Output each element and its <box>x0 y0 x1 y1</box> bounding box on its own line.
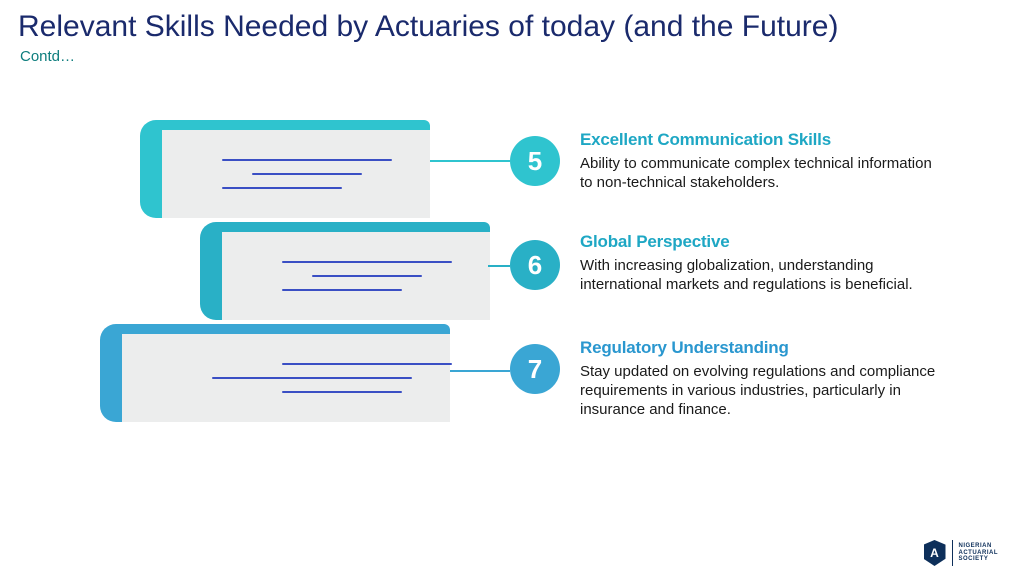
logo-line3: SOCIETY <box>959 556 999 563</box>
logo-line2: ACTUARIAL <box>959 550 999 557</box>
book-top-strip <box>162 120 430 130</box>
book-page-area <box>122 334 450 422</box>
book-text-line <box>282 391 402 393</box>
number-circle-7: 7 <box>510 344 560 394</box>
book-3 <box>100 324 450 422</box>
skill-description: With increasing globalization, understan… <box>580 256 940 294</box>
skill-description: Stay updated on evolving regulations and… <box>580 362 940 420</box>
logo-text: NIGERIAN ACTUARIAL SOCIETY <box>959 543 999 563</box>
page-title-text: Relevant Skills Needed by Actuaries of t… <box>18 10 838 43</box>
book-spine <box>200 222 222 320</box>
connector-3 <box>450 370 510 372</box>
book-1 <box>140 120 430 218</box>
book-top-strip <box>222 222 490 232</box>
page-title: Relevant Skills Needed by Actuaries of t… <box>0 0 1024 46</box>
connector-1 <box>430 160 510 162</box>
skill-description: Ability to communicate complex technical… <box>580 154 940 192</box>
number-circle-6: 6 <box>510 240 560 290</box>
book-text-line <box>222 159 392 161</box>
book-text-line <box>282 289 402 291</box>
book-spine <box>100 324 122 422</box>
skill-block-7: Regulatory Understanding Stay updated on … <box>580 338 940 420</box>
number-circle-5: 5 <box>510 136 560 186</box>
book-text-line <box>252 173 362 175</box>
book-text-line <box>212 377 412 379</box>
book-text-line <box>282 363 452 365</box>
logo-badge-icon <box>924 540 946 566</box>
skill-title: Regulatory Understanding <box>580 338 940 358</box>
skill-block-6: Global Perspective With increasing global… <box>580 232 940 294</box>
skill-title: Global Perspective <box>580 232 940 252</box>
book-2 <box>200 222 490 320</box>
skill-block-5: Excellent Communication Skills Ability to… <box>580 130 940 192</box>
book-page-area <box>222 232 490 320</box>
book-spine <box>140 120 162 218</box>
book-text-line <box>222 187 342 189</box>
skill-title: Excellent Communication Skills <box>580 130 940 150</box>
logo-line1: NIGERIAN <box>959 543 999 550</box>
book-text-line <box>312 275 422 277</box>
books-graphic <box>100 120 520 470</box>
book-text-line <box>282 261 452 263</box>
connector-2 <box>488 265 510 267</box>
page-subtitle-text: Contd… <box>20 48 75 65</box>
page-subtitle: Contd… <box>0 46 1024 65</box>
book-top-strip <box>122 324 450 334</box>
footer-logo: NIGERIAN ACTUARIAL SOCIETY <box>924 540 999 566</box>
logo-divider <box>952 540 953 566</box>
book-page-area <box>162 130 430 218</box>
